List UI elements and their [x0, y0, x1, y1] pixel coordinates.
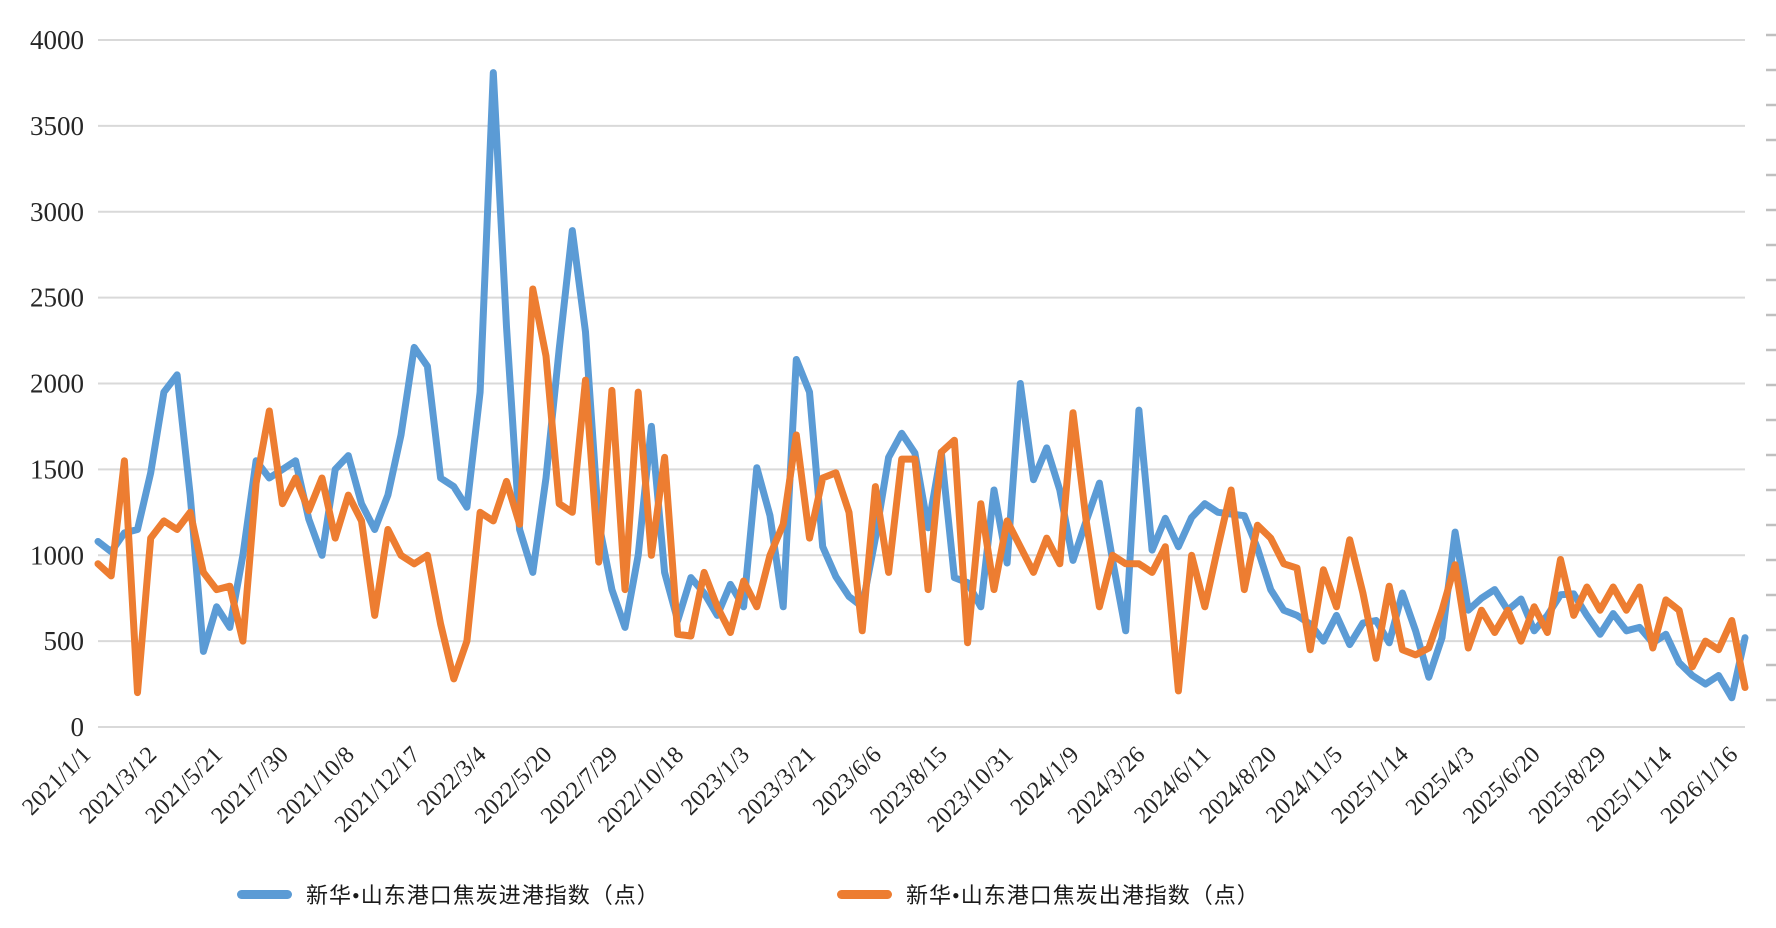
y-tick-label: 3000: [30, 197, 84, 227]
chart-legend: 新华•山东港口焦炭进港指数（点） 新华•山东港口焦炭出港指数（点）: [0, 876, 1776, 916]
outbound-series-label: 新华•山东港口焦炭出港指数（点）: [906, 883, 1260, 908]
y-tick-label: 2000: [30, 369, 84, 399]
inbound-series-swatch: [237, 889, 292, 899]
inbound-index-line[interactable]: [94, 69, 1749, 702]
y-tick-label: 500: [44, 626, 85, 656]
legend-item-outbound[interactable]: 新华•山东港口焦炭出港指数（点）: [837, 876, 1260, 912]
outbound-series-swatch: [837, 889, 892, 899]
y-tick-label: 0: [71, 712, 85, 742]
y-tick-label: 3500: [30, 111, 84, 141]
y-tick-label: 1000: [30, 540, 84, 570]
y-tick-label: 1500: [30, 454, 84, 484]
inbound-series-label: 新华•山东港口焦炭进港指数（点）: [306, 883, 660, 908]
y-tick-label: 4000: [30, 25, 84, 55]
legend-item-inbound[interactable]: 新华•山东港口焦炭进港指数（点）: [237, 876, 660, 912]
y-tick-label: 2500: [30, 283, 84, 313]
outbound-index-line[interactable]: [94, 285, 1749, 697]
